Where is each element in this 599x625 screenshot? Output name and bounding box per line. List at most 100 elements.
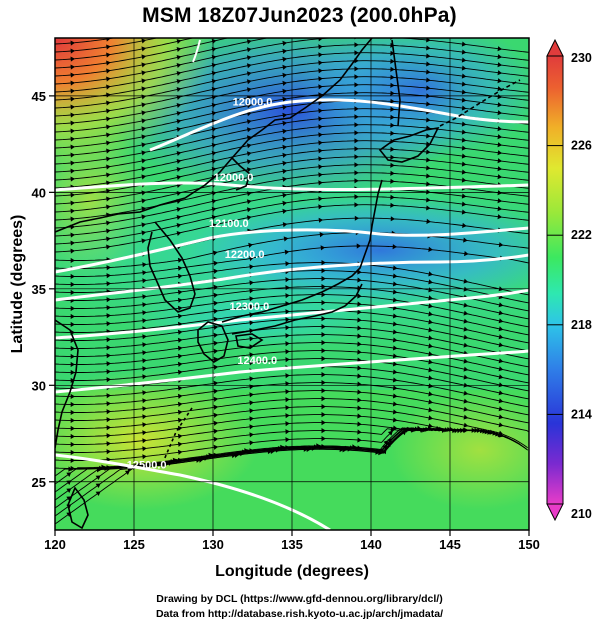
coastlines	[55, 38, 521, 530]
colorbar-tick-label: 222	[571, 228, 592, 242]
coastline-taiwan	[67, 486, 89, 530]
contour-line	[192, 39, 201, 63]
colorbar-tick-label: 226	[571, 139, 592, 153]
streamline	[55, 156, 529, 205]
streamline	[55, 342, 529, 376]
contour-line	[55, 288, 529, 340]
streamline	[55, 44, 529, 93]
y-tick-label: 35	[32, 282, 46, 297]
contour-label: 12100.0	[209, 218, 249, 230]
x-axis-label: Longitude (degrees)	[215, 563, 369, 580]
streamline	[55, 350, 529, 384]
streamline	[55, 92, 529, 141]
x-tick-label: 140	[360, 537, 382, 552]
contour-label: 12000.0	[214, 172, 254, 184]
contour-line	[55, 181, 529, 192]
streamline	[55, 132, 529, 181]
x-tick-label: 130	[202, 537, 224, 552]
contour-label: 12000.0	[233, 97, 273, 109]
y-tick-label: 25	[32, 475, 46, 490]
colorbar-min-arrow	[546, 503, 564, 522]
streamline	[55, 427, 509, 509]
streamline	[55, 310, 529, 344]
coastline-honshu-south	[231, 283, 363, 335]
coastline-mainland	[55, 38, 373, 233]
streamline	[55, 164, 529, 213]
coastline-hokkaido	[378, 126, 440, 163]
contour-line	[55, 349, 529, 394]
streamline	[55, 100, 529, 149]
streamline	[55, 38, 117, 45]
contour-label: 12500.0	[127, 459, 167, 471]
streamline	[55, 294, 529, 328]
footer-credit-data: Data from http://database.rish.kyoto-u.a…	[155, 608, 444, 620]
streamline	[55, 318, 529, 352]
colorbar-gradient	[546, 55, 564, 505]
streamline	[55, 382, 529, 416]
streamline	[55, 334, 529, 368]
streamline	[55, 427, 504, 525]
colorbar-tick-label: 214	[571, 407, 592, 421]
y-tick-label: 45	[32, 89, 46, 104]
coastline-korea	[147, 221, 196, 313]
streamline	[55, 172, 529, 221]
streamline	[55, 326, 529, 360]
coastline-china-east	[55, 319, 79, 449]
streamline	[55, 286, 529, 320]
streamline	[55, 38, 159, 53]
coastline-ryukyu	[163, 407, 193, 461]
height-contours	[55, 39, 529, 530]
streamline	[55, 68, 529, 117]
streamline	[55, 116, 529, 165]
streamline	[55, 390, 529, 424]
wind-arrowhead	[282, 33, 287, 38]
streamline	[55, 38, 529, 85]
streamline	[55, 245, 529, 277]
colorbar-tick-label: 230	[571, 51, 592, 65]
streamline	[55, 406, 528, 449]
x-axis: 120 125 130 135 140 145 150	[44, 530, 540, 552]
streamline	[55, 278, 529, 312]
contour-label: 12300.0	[229, 301, 269, 313]
streamline	[55, 204, 529, 253]
colorbar-ticks: 230 226 222 218 214 210	[547, 51, 592, 521]
coastline-honshu	[221, 179, 383, 323]
coastline-kurils	[439, 79, 521, 127]
streamline	[55, 188, 529, 237]
streamline	[55, 398, 529, 433]
streamline	[55, 124, 529, 173]
y-tick-label: 30	[32, 378, 46, 393]
x-tick-label: 135	[281, 537, 303, 552]
streamline	[55, 140, 529, 189]
y-axis: 25 30 35 40 45	[32, 89, 55, 490]
streamline	[55, 76, 529, 125]
x-tick-label: 125	[123, 537, 145, 552]
y-tick-label: 40	[32, 185, 46, 200]
x-tick-label: 145	[439, 537, 461, 552]
streamline	[55, 60, 529, 109]
contour-label: 12400.0	[237, 355, 277, 367]
y-axis-label: Latitude (degrees)	[9, 215, 26, 354]
footer-credit-drawing: Drawing by DCL (https://www.gfd-dennou.o…	[156, 593, 443, 605]
x-tick-label: 150	[518, 537, 540, 552]
colorbar-max-arrow	[546, 38, 564, 57]
contour-label: 12200.0	[225, 249, 265, 261]
streamline	[55, 38, 230, 69]
x-tick-label: 120	[44, 537, 66, 552]
colorbar: 230 226 222 218 214 210	[546, 38, 592, 522]
contour-labels: 12000.0 12000.0 12100.0 12200.0 12300.0 12400…	[127, 97, 277, 472]
streamline	[55, 38, 195, 61]
coastline-shikoku	[235, 333, 264, 349]
contour-line	[55, 253, 529, 302]
streamline	[55, 148, 529, 197]
coastline-sakhalin	[391, 39, 401, 127]
colorbar-tick-label: 218	[571, 318, 592, 332]
streamline	[55, 374, 529, 408]
coastline-bay	[231, 157, 251, 191]
map-title: MSM 18Z07Jun2023 (200.0hPa)	[142, 4, 457, 27]
streamline	[55, 38, 270, 77]
colorbar-tick-label: 210	[571, 507, 592, 521]
streamline	[55, 358, 529, 392]
streamline	[55, 196, 529, 245]
